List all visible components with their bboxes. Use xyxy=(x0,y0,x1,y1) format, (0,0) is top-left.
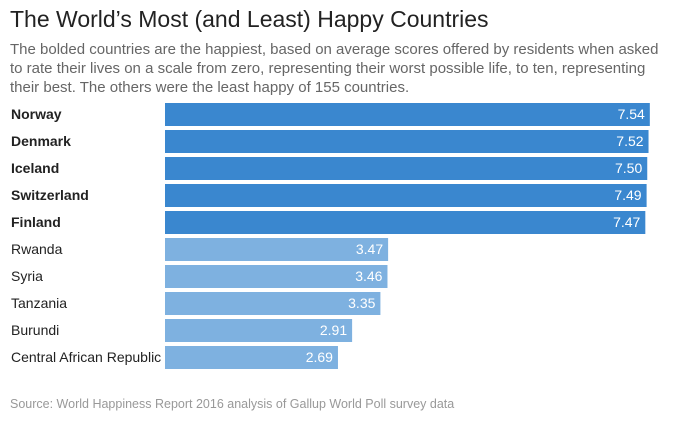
bar xyxy=(165,346,338,369)
value-label: 3.46 xyxy=(355,268,382,284)
value-label: 7.50 xyxy=(615,160,642,176)
bar xyxy=(165,103,650,126)
category-label: Switzerland xyxy=(11,187,89,203)
chart-subtitle: The bolded countries are the happiest, b… xyxy=(10,41,659,96)
bar xyxy=(165,292,381,315)
value-label: 3.47 xyxy=(356,241,383,257)
bar xyxy=(165,211,646,234)
bar xyxy=(165,319,353,342)
value-label: 2.69 xyxy=(306,349,333,365)
category-label: Norway xyxy=(11,106,62,122)
bar xyxy=(165,238,389,261)
category-label: Tanzania xyxy=(11,295,67,311)
value-label: 7.47 xyxy=(613,214,640,230)
value-label: 7.49 xyxy=(614,187,641,203)
value-label: 3.35 xyxy=(348,295,375,311)
category-label: Iceland xyxy=(11,160,59,176)
bar xyxy=(165,157,648,180)
value-label: 2.91 xyxy=(320,322,347,338)
category-label: Rwanda xyxy=(11,241,63,257)
value-label: 7.52 xyxy=(616,133,643,149)
bar xyxy=(165,184,647,207)
category-label: Syria xyxy=(11,268,43,284)
category-label: Denmark xyxy=(11,133,71,149)
chart-title: The World’s Most (and Least) Happy Count… xyxy=(10,6,489,32)
category-label: Central African Republic xyxy=(11,349,161,365)
chart: Norway 7.54 Denmark 7.52 Iceland 7.50 Switzerl… xyxy=(11,103,650,369)
value-label: 7.54 xyxy=(618,106,645,122)
source-note: Source: World Happiness Report 2016 anal… xyxy=(10,397,455,411)
category-label: Burundi xyxy=(11,322,59,338)
category-label: Finland xyxy=(11,214,61,230)
bar xyxy=(165,130,649,153)
bar xyxy=(165,265,388,288)
